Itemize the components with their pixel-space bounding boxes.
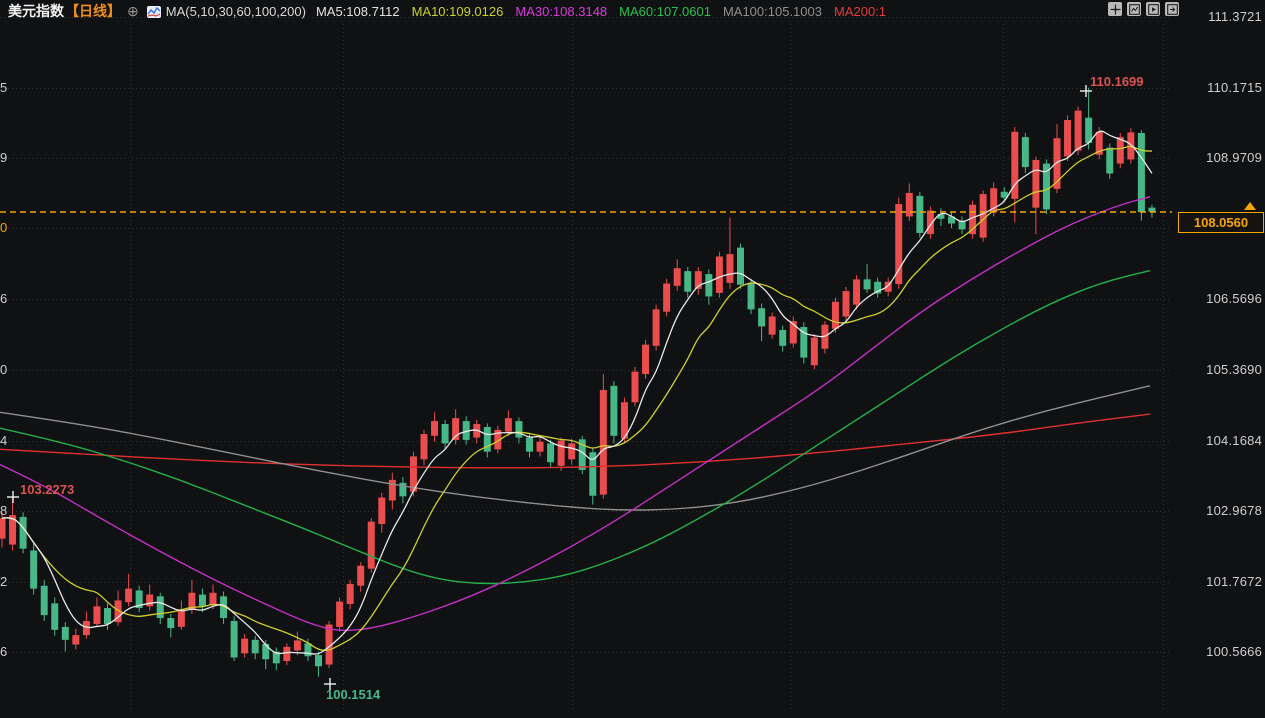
ma-line-ma30 — [0, 196, 1151, 632]
pane-export-icon[interactable] — [1165, 2, 1179, 16]
high-label-cross-marker — [1080, 85, 1092, 97]
ma60-legend-value: MA60:107.0601 — [619, 3, 711, 19]
ma10-legend-value: MA10:109.0126 — [411, 3, 504, 19]
add-indicator-button[interactable]: ⊕ — [127, 2, 139, 19]
price-axis-label: 108.9709 — [1206, 150, 1262, 165]
ma-line-ma200 — [0, 413, 1151, 469]
price-axis-label: 111.3721 — [1208, 9, 1262, 24]
pane-chart-icon[interactable] — [1127, 2, 1141, 16]
left-axis-clipped-digit: 6 — [0, 644, 8, 659]
ma5-legend-value: MA5:108.7112 — [315, 3, 400, 19]
period-tag[interactable]: 【日线】 — [65, 3, 121, 19]
ma-line-ma60 — [0, 269, 1151, 585]
ma-group-label: MA(5,10,30,60,100,200) — [165, 3, 306, 19]
low-price-text: 100.1514 — [326, 687, 381, 702]
ma-line-ma100 — [0, 385, 1151, 511]
pane-play-icon[interactable] — [1146, 2, 1160, 16]
price-axis-label: 110.1715 — [1207, 80, 1262, 95]
chart-header: 美元指数 【日线】 ⊕ MA(5,10,30,60,100,200) MA5:1… — [0, 0, 1265, 22]
current-price-tag: 108.0560 — [1178, 212, 1264, 233]
low-price-annotation: 100.1514 — [326, 687, 380, 702]
indicator-icon[interactable] — [146, 6, 161, 18]
ma100-legend-value: MA100:105.1003 — [722, 3, 822, 19]
left-axis-clipped-digit: 0 — [0, 362, 8, 377]
high-price-annotation: 110.1699 — [1090, 74, 1144, 89]
left-high-label-cross-marker — [7, 491, 19, 503]
left-axis-clipped-digit: 0 — [0, 220, 8, 235]
high-price-text: 110.1699 — [1090, 74, 1144, 89]
left-high-annotation: 103.2273 — [20, 482, 74, 497]
price-axis-label: 102.9678 — [1206, 503, 1262, 518]
instrument-title: 美元指数 — [8, 3, 64, 19]
low-label-cross-marker — [324, 678, 336, 690]
ma-line-ma10 — [1, 146, 1152, 652]
left-axis-clipped-digit: 8 — [0, 503, 8, 518]
chart-toolbar — [1108, 2, 1179, 16]
left-axis-clipped-digit: 5 — [0, 80, 8, 95]
crosshair-pan-icon[interactable] — [1108, 2, 1122, 16]
price-axis-label: 100.5666 — [1206, 644, 1262, 659]
ma-legend: MA5:108.7112 MA10:109.0126 MA30:108.3148 MA… — [316, 4, 898, 19]
left-axis-clipped-digit: 2 — [0, 574, 8, 589]
price-axis-label: 106.5696 — [1206, 291, 1262, 306]
price-axis-label: 105.3690 — [1206, 362, 1262, 377]
price-axis-label: 104.1684 — [1206, 433, 1262, 448]
ma200-legend-value: MA200:1 — [833, 3, 887, 19]
ma30-legend-value: MA30:108.3148 — [515, 3, 608, 19]
price-arrow-icon — [1244, 202, 1256, 210]
left-high-text: 103.2273 — [20, 482, 75, 497]
left-axis-clipped-digit: 4 — [0, 433, 8, 448]
ma-line-ma5 — [1, 130, 1153, 655]
left-axis-clipped-digit: 6 — [0, 291, 8, 306]
price-axis-label: 101.7672 — [1206, 574, 1262, 589]
left-axis-clipped-digit: 9 — [0, 150, 8, 165]
